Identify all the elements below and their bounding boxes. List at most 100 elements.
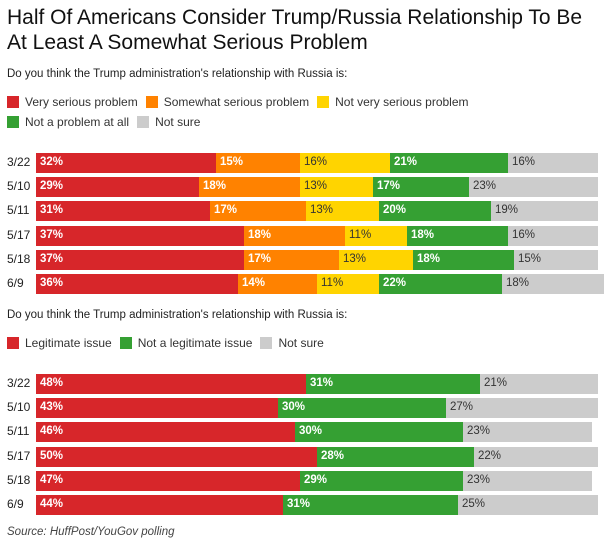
bar-segment-not-a-legitimate-issue: 30% [278, 398, 446, 418]
stacked-bar: 32% 15% 16% 21% 16% [36, 153, 598, 173]
data-label: 22% [478, 450, 502, 462]
data-label: 22% [383, 277, 407, 289]
data-label: 18% [411, 229, 435, 241]
data-label: 14% [242, 277, 266, 289]
bar-segment-not-sure: 21% [480, 374, 598, 394]
data-label: 21% [394, 156, 418, 168]
category-label: 5/17 [7, 449, 31, 463]
bar-segment-not-sure: 23% [469, 177, 598, 197]
data-label: 31% [287, 498, 311, 510]
data-label: 30% [282, 401, 306, 413]
data-label: 27% [450, 401, 474, 413]
data-label: 15% [220, 156, 244, 168]
legend-label: Not a problem at all [25, 115, 130, 129]
data-label: 18% [506, 277, 530, 289]
data-label: 23% [473, 180, 497, 192]
data-label: 29% [304, 474, 328, 486]
bar-segment-legitimate-issue: 50% [36, 447, 317, 467]
bar-segment-very-serious-problem: 37% [36, 250, 244, 270]
bar-row-5-10: 5/10 29% 18% 13% 17% 23% [0, 177, 607, 197]
bar-segment-not-a-problem-at-all: 20% [379, 201, 491, 221]
stacked-bar: 36% 14% 11% 22% 18% [36, 274, 604, 294]
data-label: 16% [304, 156, 328, 168]
data-label: 43% [40, 401, 64, 413]
bar-row-5-18: 5/18 37% 17% 13% 18% 15% [0, 250, 607, 270]
question-2: Do you think the Trump administration's … [7, 309, 348, 321]
data-label: 47% [40, 474, 64, 486]
data-label: 20% [383, 204, 407, 216]
data-label: 19% [495, 204, 519, 216]
category-label: 5/10 [7, 179, 31, 193]
data-label: 23% [467, 425, 491, 437]
data-label: 21% [484, 377, 508, 389]
category-label: 6/9 [7, 276, 24, 290]
data-label: 15% [518, 253, 542, 265]
data-label: 11% [321, 277, 344, 289]
category-label: 5/18 [7, 252, 31, 266]
bar-segment-not-sure: 27% [446, 398, 598, 418]
legend-swatch [260, 337, 273, 349]
data-label: 16% [512, 229, 536, 241]
legend-item-legitimate-issue: Legitimate issue [7, 336, 112, 350]
legend-row: Legitimate issue Not a legitimate issue No… [7, 333, 332, 353]
legend-swatch [119, 337, 132, 349]
bar-row-5-17: 5/17 50% 28% 22% [0, 447, 607, 467]
data-label: 48% [40, 377, 64, 389]
data-label: 37% [40, 229, 64, 241]
stacked-bar: 37% 18% 11% 18% 16% [36, 226, 598, 246]
category-label: 5/11 [7, 424, 30, 438]
legend-swatch [7, 337, 19, 349]
bar-segment-not-a-problem-at-all: 22% [379, 274, 502, 294]
legend-label: Not very serious problem [335, 95, 469, 109]
legend-row: Very serious problem Somewhat serious pro… [7, 92, 477, 112]
chart-title: Half Of Americans Consider Trump/Russia … [7, 6, 583, 54]
bar-segment-not-a-problem-at-all: 17% [373, 177, 469, 197]
bar-segment-somewhat-serious-problem: 15% [216, 153, 300, 173]
data-label: 50% [40, 450, 64, 462]
bar-row-3-22: 3/22 48% 31% 21% [0, 374, 607, 394]
data-label: 31% [40, 204, 64, 216]
legend-item-somewhat-serious-problem: Somewhat serious problem [145, 95, 309, 109]
legend-swatch [145, 96, 158, 108]
legend-label: Legitimate issue [25, 336, 112, 350]
bar-segment-not-sure: 18% [502, 274, 604, 294]
bar-row-6-9: 6/9 36% 14% 11% 22% 18% [0, 274, 607, 294]
legend-label: Very serious problem [25, 95, 138, 109]
bar-segment-legitimate-issue: 47% [36, 471, 300, 491]
bar-segment-not-a-legitimate-issue: 30% [295, 422, 463, 442]
stacked-bar: 47% 29% 23% [36, 471, 598, 491]
data-label: 23% [467, 474, 491, 486]
data-label: 16% [512, 156, 536, 168]
bar-segment-somewhat-serious-problem: 18% [199, 177, 300, 197]
legend-swatch [317, 96, 330, 108]
legend-item-not-sure: Not sure [260, 336, 324, 350]
bar-segment-not-a-legitimate-issue: 28% [317, 447, 474, 467]
bar-segment-not-very-serious-problem: 13% [300, 177, 373, 197]
bar-segment-not-very-serious-problem: 11% [317, 274, 379, 294]
data-label: 18% [248, 229, 272, 241]
bar-row-5-17: 5/17 37% 18% 11% 18% 16% [0, 226, 607, 246]
data-label: 32% [40, 156, 64, 168]
question-1: Do you think the Trump administration's … [7, 68, 348, 80]
bar-segment-not-sure: 23% [463, 471, 592, 491]
bar-row-6-9: 6/9 44% 31% 25% [0, 495, 607, 515]
stacked-bar: 43% 30% 27% [36, 398, 598, 418]
bar-segment-very-serious-problem: 29% [36, 177, 199, 197]
bar-segment-not-sure: 16% [508, 226, 598, 246]
bar-segment-not-very-serious-problem: 13% [339, 250, 413, 270]
stacked-bar: 29% 18% 13% 17% 23% [36, 177, 598, 197]
data-label: 11% [349, 229, 372, 241]
data-label: 31% [310, 377, 334, 389]
bar-segment-not-sure: 19% [491, 201, 598, 221]
bar-segment-not-a-legitimate-issue: 29% [300, 471, 463, 491]
legend-row: Not a problem at all Not sure [7, 112, 477, 132]
legend-item-very-serious-problem: Very serious problem [7, 95, 138, 109]
data-label: 17% [214, 204, 238, 216]
category-label: 5/11 [7, 203, 30, 217]
category-label: 5/10 [7, 400, 31, 414]
bar-segment-not-sure: 22% [474, 447, 598, 467]
bar-segment-somewhat-serious-problem: 17% [210, 201, 306, 221]
bar-segment-very-serious-problem: 36% [36, 274, 238, 294]
bar-segment-legitimate-issue: 44% [36, 495, 283, 515]
stacked-bar: 44% 31% 25% [36, 495, 598, 515]
